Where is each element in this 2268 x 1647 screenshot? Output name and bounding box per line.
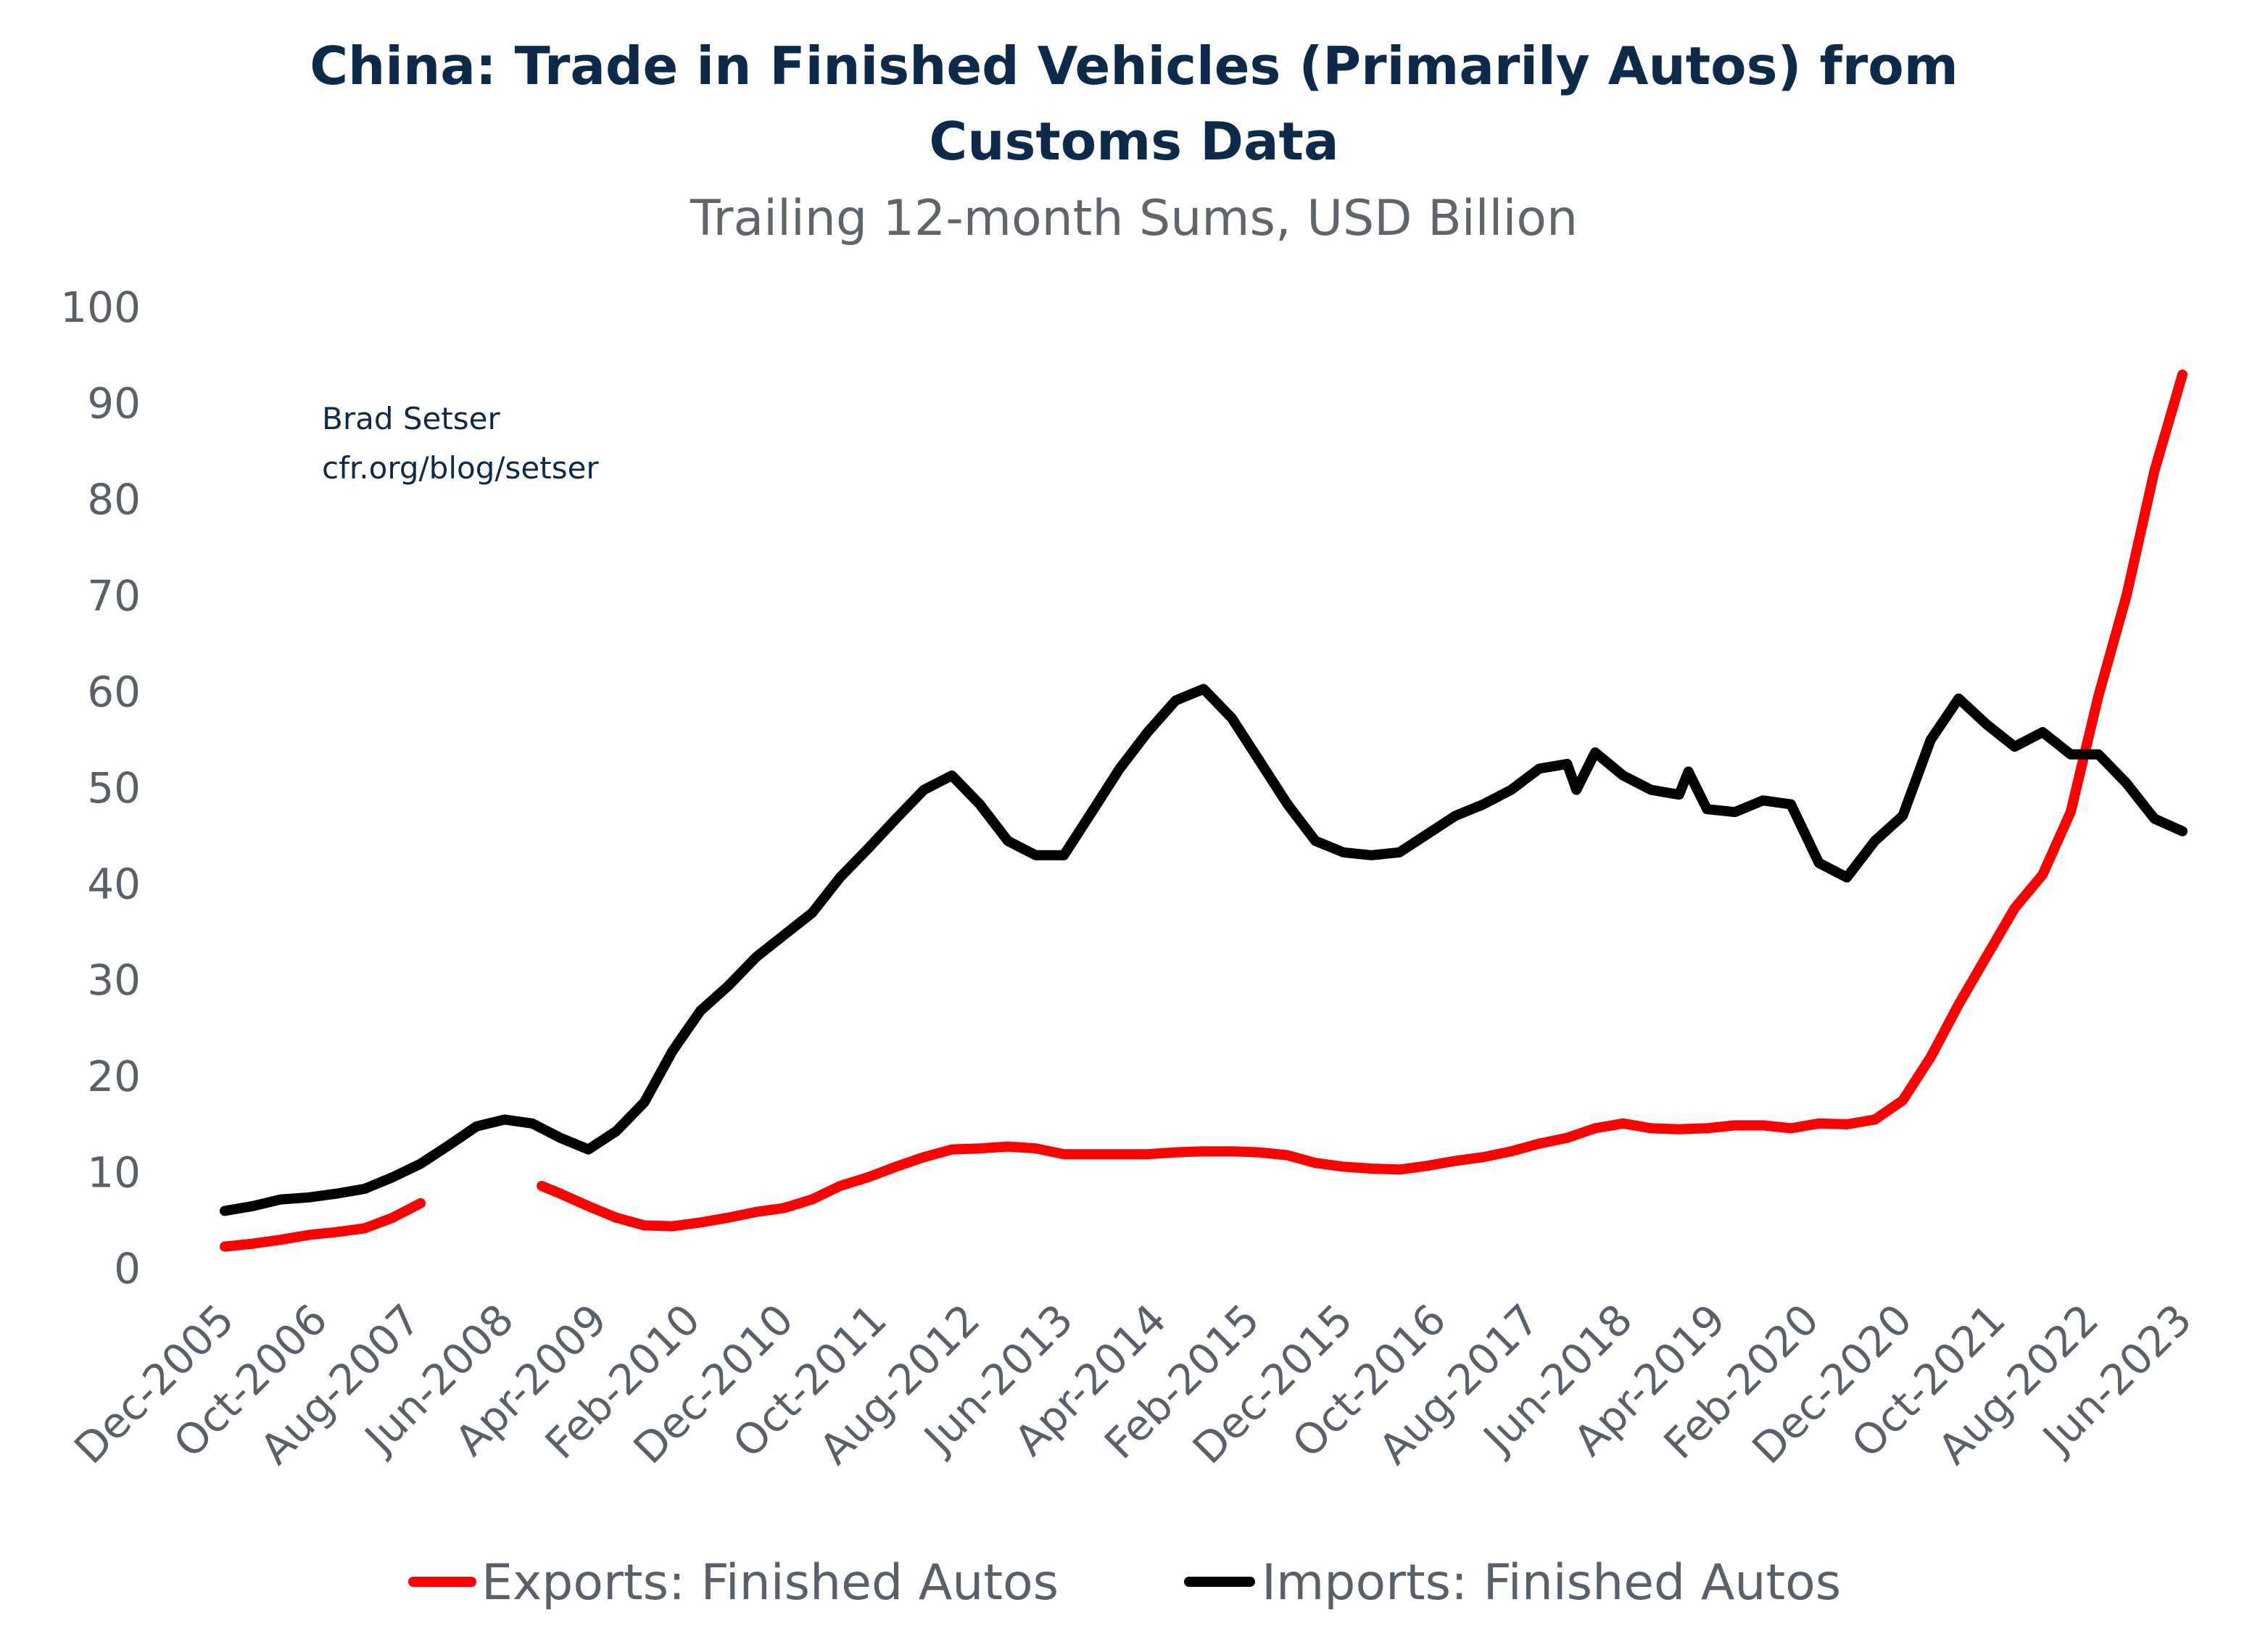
y-tick-label: 30 [87,955,141,1005]
chart-title-line-2: Customs Data [929,111,1338,172]
y-tick-label: 50 [87,763,141,813]
series-line [537,369,2188,1232]
y-tick-label: 0 [114,1244,141,1293]
chart-title-line-1: China: Trade in Finished Vehicles (Prima… [310,36,1958,96]
x-axis: Dec-2005Oct-2006Aug-2007Jun-2008Apr-2009… [65,1295,2201,1474]
y-tick-label: 60 [87,667,141,716]
series-exports [220,369,2188,1252]
series-imports [220,684,2188,1216]
y-tick-label: 80 [87,475,141,524]
source-annotation: cfr.org/blog/setser [322,450,599,486]
y-tick-label: 70 [87,571,141,621]
series-line [220,1198,426,1252]
y-tick-label: 90 [87,379,141,428]
y-tick-label: 100 [60,283,141,332]
y-tick-label: 40 [87,860,141,909]
legend-label-imports: Imports: Finished Autos [1262,1554,1841,1611]
legend-label-exports: Exports: Finished Autos [481,1554,1059,1611]
y-tick-label: 10 [87,1148,141,1197]
author-annotation: Brad Setser [322,401,501,436]
y-tick-label: 20 [87,1052,141,1101]
legend: Exports: Finished Autos Imports: Finishe… [408,1554,1841,1611]
chart-subtitle: Trailing 12-month Sums, USD Billion [690,190,1578,247]
plot-area [220,369,2188,1252]
series-line [220,684,2188,1216]
y-axis: 0 10 20 30 40 50 60 70 80 90 100 [60,283,141,1293]
